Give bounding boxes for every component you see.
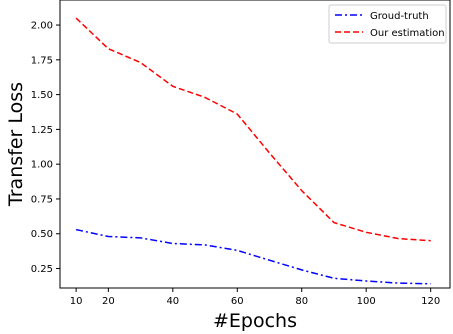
x-axis: 10 20 40 60 80 100 120	[70, 288, 440, 307]
x-tick-label: 80	[295, 296, 308, 307]
series-lines	[75, 17, 431, 285]
y-tick-label: 2.00	[31, 21, 53, 32]
x-tick-label: 60	[231, 296, 244, 307]
x-tick-label: 120	[421, 296, 440, 307]
x-axis-label: #Epochs	[213, 310, 297, 332]
x-tick-label: 40	[166, 296, 179, 307]
y-tick-label: 1.00	[31, 160, 53, 171]
y-tick-label: 1.75	[31, 55, 53, 66]
y-axis-label: Transfer Loss	[5, 82, 27, 207]
plot-area	[59, 0, 451, 289]
legend-label-groud-truth: Groud-truth	[370, 11, 429, 22]
y-tick-label: 0.75	[31, 194, 53, 205]
legend-box	[328, 4, 447, 44]
x-tick-label: 100	[357, 296, 376, 307]
x-tick-label: 10	[70, 296, 83, 307]
series-line-groud-truth	[75, 228, 431, 285]
legend-label-our-estimation: Our estimation	[370, 28, 445, 39]
y-axis: 0.25 0.50 0.75 1.00 1.25 1.50 1.75 2.00	[31, 21, 60, 275]
y-tick-label: 0.25	[31, 264, 53, 275]
y-tick-label: 0.50	[31, 229, 53, 240]
legend: Groud-truth Our estimation	[328, 4, 447, 44]
series-line-our-estimation	[75, 17, 431, 242]
y-tick-label: 1.25	[31, 125, 53, 136]
y-tick-label: 1.50	[31, 90, 53, 101]
x-tick-label: 20	[102, 296, 115, 307]
